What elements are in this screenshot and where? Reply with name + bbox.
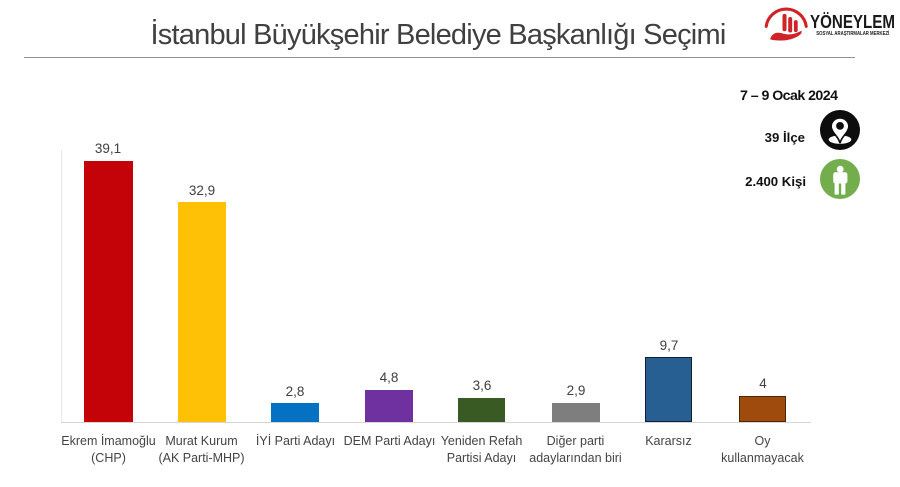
svg-text:SOSYAL ARAŞTIRMALAR MERKEZİ: SOSYAL ARAŞTIRMALAR MERKEZİ xyxy=(816,30,889,37)
svg-text:YÖNEYLEM: YÖNEYLEM xyxy=(810,11,895,32)
